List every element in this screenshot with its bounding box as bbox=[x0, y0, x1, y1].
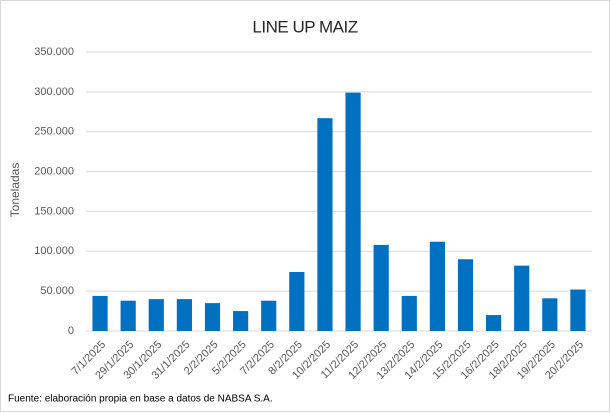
bar bbox=[542, 298, 558, 331]
y-tick-label: 100.000 bbox=[34, 245, 74, 257]
bar bbox=[148, 299, 164, 331]
y-tick-label: 300.000 bbox=[34, 86, 74, 98]
bar bbox=[261, 300, 277, 331]
bar bbox=[289, 272, 305, 331]
bar bbox=[233, 311, 249, 331]
bar bbox=[401, 295, 417, 331]
bar bbox=[92, 295, 108, 331]
bar bbox=[176, 299, 192, 331]
bar bbox=[373, 244, 389, 331]
bar bbox=[345, 92, 361, 331]
bar bbox=[486, 315, 502, 331]
y-tick-label: 350.000 bbox=[34, 46, 74, 58]
bar bbox=[204, 303, 221, 331]
y-tick-label: 0 bbox=[68, 325, 74, 337]
bar bbox=[120, 300, 136, 331]
bar bbox=[514, 265, 530, 331]
y-axis-label: Toneladas bbox=[8, 163, 22, 218]
y-tick-label: 50.000 bbox=[40, 285, 74, 297]
y-tick-label: 200.000 bbox=[34, 165, 74, 177]
source-note: Fuente: elaboración propia en base a dat… bbox=[8, 394, 273, 405]
bar bbox=[429, 241, 445, 331]
y-tick-label: 250.000 bbox=[34, 126, 74, 138]
chart-title: LINE UP MAIZ bbox=[252, 17, 357, 36]
bar bbox=[317, 118, 333, 331]
bar bbox=[570, 289, 586, 331]
y-tick-label: 150.000 bbox=[34, 205, 74, 217]
bar bbox=[457, 259, 474, 331]
